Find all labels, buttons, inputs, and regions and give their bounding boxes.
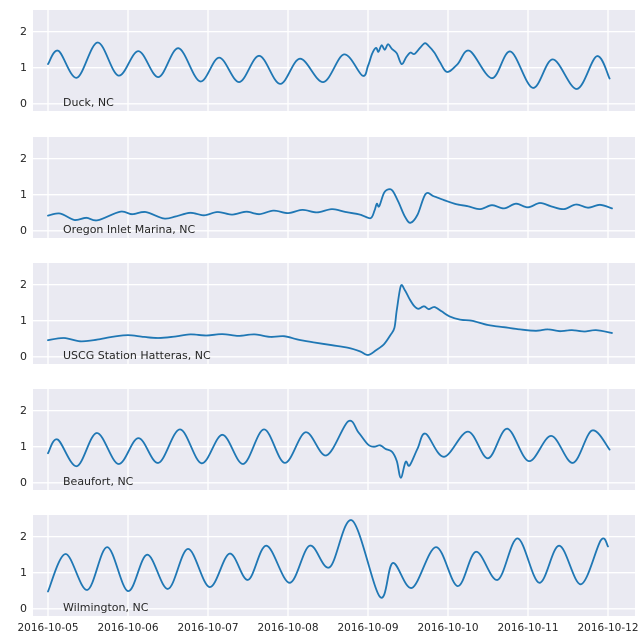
water-level-line-uscg-station-hatteras-nc xyxy=(47,284,613,356)
x-tick-label: 2016-10-08 xyxy=(257,622,319,634)
x-tick-label: 2016-10-07 xyxy=(177,622,239,634)
y-tick-label: 2 xyxy=(20,25,27,39)
y-tick-label: 0 xyxy=(20,476,27,490)
subplot-canvas-uscg-station-hatteras-nc xyxy=(33,263,635,364)
subplot-oregon-inlet-marina-nc: Oregon Inlet Marina, NC xyxy=(33,137,635,238)
water-level-line-beaufort-nc xyxy=(47,419,611,479)
x-tick-label: 2016-10-10 xyxy=(417,622,479,634)
y-tick-label: 0 xyxy=(20,602,27,616)
y-tick-label: 1 xyxy=(20,440,27,454)
panel-background xyxy=(33,10,635,111)
subplot-beaufort-nc: Beaufort, NC xyxy=(33,389,635,490)
subplot-canvas-wilmington-nc xyxy=(33,515,635,616)
x-tick-label: 2016-10-11 xyxy=(497,622,559,634)
y-tick-label: 1 xyxy=(20,61,27,75)
y-tick-label: 2 xyxy=(20,404,27,418)
panel-background xyxy=(33,515,635,616)
y-tick-label: 2 xyxy=(20,278,27,292)
subplot-canvas-beaufort-nc xyxy=(33,389,635,490)
water-level-line-duck-nc xyxy=(47,41,611,90)
station-label-uscg-station-hatteras-nc: USCG Station Hatteras, NC xyxy=(63,349,211,362)
panel-background xyxy=(33,389,635,490)
subplot-canvas-oregon-inlet-marina-nc xyxy=(33,137,635,238)
y-tick-label: 2 xyxy=(20,530,27,544)
panel-background xyxy=(33,263,635,364)
station-label-duck-nc: Duck, NC xyxy=(63,96,114,109)
water-level-line-wilmington-nc xyxy=(47,519,609,599)
y-tick-label: 0 xyxy=(20,350,27,364)
x-tick-label: 2016-10-12 xyxy=(577,622,639,634)
station-label-wilmington-nc: Wilmington, NC xyxy=(63,601,149,614)
x-tick-label: 2016-10-09 xyxy=(337,622,399,634)
station-label-oregon-inlet-marina-nc: Oregon Inlet Marina, NC xyxy=(63,223,196,236)
y-tick-label: 0 xyxy=(20,224,27,238)
subplot-uscg-station-hatteras-nc: USCG Station Hatteras, NC xyxy=(33,263,635,364)
y-tick-label: 0 xyxy=(20,97,27,111)
subplot-duck-nc: Duck, NC xyxy=(33,10,635,111)
x-tick-label: 2016-10-05 xyxy=(17,622,79,634)
y-tick-label: 1 xyxy=(20,314,27,328)
x-tick-label: 2016-10-06 xyxy=(97,622,159,634)
y-tick-label: 2 xyxy=(20,152,27,166)
water-level-line-oregon-inlet-marina-nc xyxy=(47,188,613,224)
subplot-canvas-duck-nc xyxy=(33,10,635,111)
panel-background xyxy=(33,137,635,238)
y-tick-label: 1 xyxy=(20,566,27,580)
y-tick-label: 1 xyxy=(20,188,27,202)
subplot-wilmington-nc: Wilmington, NC xyxy=(33,515,635,616)
station-label-beaufort-nc: Beaufort, NC xyxy=(63,475,134,488)
